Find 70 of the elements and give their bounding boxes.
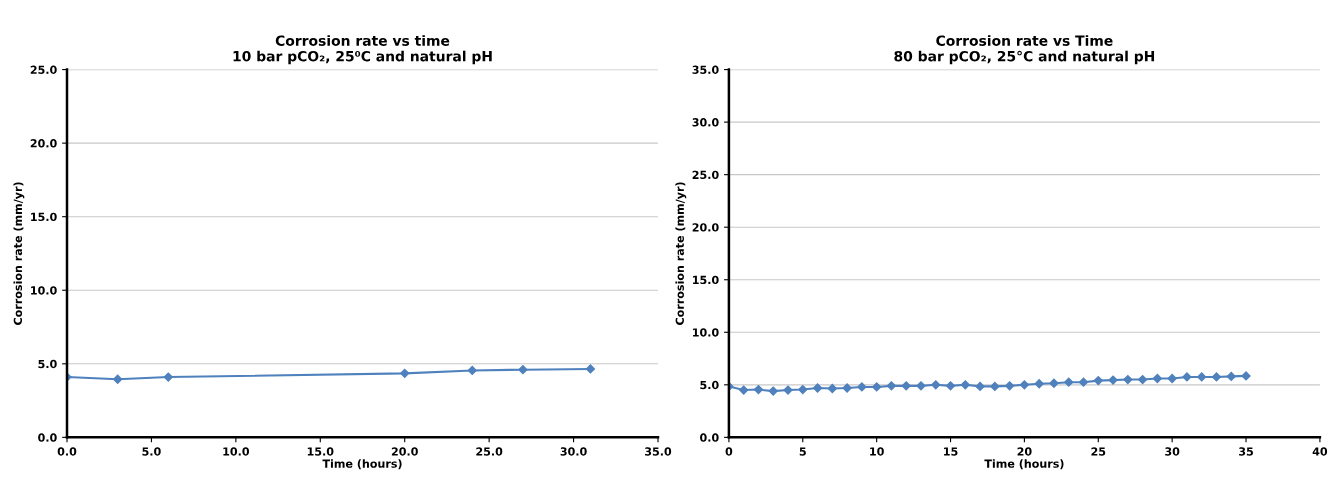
y-axis-title: Corrosion rate (mm/yr): [13, 182, 25, 325]
x-tick-label: 35.0: [645, 447, 672, 456]
point: [960, 380, 970, 390]
point: [812, 383, 823, 393]
x-tick-label: 0: [725, 447, 733, 456]
y-tick-label: 25.0: [692, 170, 719, 180]
point: [1005, 381, 1015, 391]
point: [842, 383, 852, 393]
x-tick-label: 5: [799, 447, 806, 456]
y-tick-label: 15.0: [31, 212, 57, 222]
point: [1211, 372, 1222, 382]
x-tick-label: 20.0: [391, 447, 418, 456]
point: [1197, 372, 1207, 382]
point: [857, 382, 867, 392]
x-tick-label: 0.0: [57, 447, 77, 456]
x-tick-label: 25.0: [476, 447, 503, 456]
point: [975, 381, 985, 392]
point: [886, 381, 897, 391]
x-tick-label: 30: [1165, 447, 1180, 456]
y-tick-label: 5.0: [38, 359, 57, 369]
point: [798, 384, 808, 395]
y-tick-label: 20.0: [692, 223, 719, 232]
chart-title: Corrosion rate vs time 10 bar pCO₂, 25⁰C and natural pH: [233, 35, 492, 65]
point: [739, 385, 749, 395]
y-tick-label: 35.0: [692, 65, 719, 74]
point: [1123, 374, 1133, 385]
point: [1034, 379, 1044, 389]
chart-title: Corrosion rate vs Time 80 bar pCO₂, 25°C and natural pH: [894, 35, 1155, 65]
y-tick-label: 30.0: [692, 118, 719, 127]
y-axis-title: Corrosion rate (mm/yr): [675, 182, 687, 325]
point: [1093, 375, 1103, 386]
point: [945, 381, 956, 391]
point: [1064, 377, 1074, 387]
x-tick-label: 20: [1017, 447, 1032, 456]
point: [768, 386, 778, 396]
point: [1152, 373, 1163, 384]
y-tick-label: 20.0: [30, 139, 57, 148]
point: [1019, 380, 1030, 390]
point: [1167, 373, 1177, 384]
x-tick-label: 15: [944, 447, 958, 456]
point: [1226, 371, 1236, 382]
y-tick-label: 10.0: [31, 286, 57, 295]
x-tick-label: 10: [870, 447, 884, 456]
point: [827, 383, 837, 394]
y-tick-label: 25.0: [30, 65, 57, 74]
y-tick-label: 15.0: [693, 275, 719, 285]
y-tick-label: 0.0: [700, 433, 719, 442]
y-tick-label: 5.0: [700, 380, 719, 390]
x-axis-title: Time (hours): [984, 459, 1064, 470]
x-tick-label: 40: [1312, 447, 1328, 456]
point: [1241, 371, 1251, 381]
y-tick-label: 10.0: [693, 328, 719, 337]
point: [931, 380, 941, 390]
point: [1182, 372, 1192, 382]
x-tick-label: 10.0: [223, 447, 250, 456]
point: [1078, 377, 1089, 387]
y-tick-label: 0.0: [38, 433, 57, 442]
point: [1049, 378, 1059, 388]
point: [1108, 375, 1118, 385]
x-tick-label: 30.0: [560, 447, 587, 456]
x-tick-label: 25: [1091, 447, 1106, 456]
x-axis-title: Time (hours): [322, 459, 402, 470]
x-tick-label: 35: [1239, 447, 1253, 456]
point: [916, 381, 926, 391]
point: [1137, 374, 1148, 385]
point: [990, 381, 1000, 392]
point: [901, 381, 911, 391]
point: [872, 382, 882, 392]
x-tick-label: 15.0: [307, 447, 334, 456]
x-tick-label: 5.0: [142, 447, 161, 456]
